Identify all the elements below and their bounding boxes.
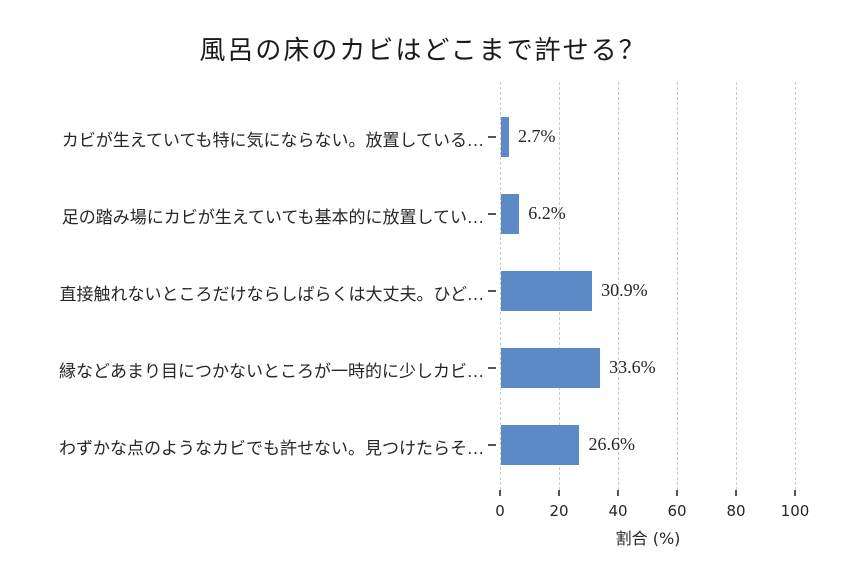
x-tick-label: 100 <box>780 502 810 520</box>
gridline <box>677 82 678 490</box>
x-tick-mark <box>676 490 678 496</box>
y-tick-mark <box>488 290 496 292</box>
value-label: 30.9% <box>601 280 648 300</box>
category-label: 縁などあまり目につかないところが一時的に少しカビ… <box>59 362 484 381</box>
chart-title: 風呂の床のカビはどこまで許せる？ <box>199 36 647 65</box>
y-tick-mark <box>488 367 496 369</box>
gridline <box>618 82 619 490</box>
y-tick-mark <box>488 444 496 446</box>
y-tick-mark <box>488 213 496 215</box>
x-tick-mark <box>735 490 737 496</box>
x-tick-mark <box>617 490 619 496</box>
x-tick-label: 80 <box>726 502 746 520</box>
bar <box>501 117 509 157</box>
value-label: 6.2% <box>528 203 566 223</box>
x-tick-label: 0 <box>495 502 505 520</box>
x-tick-label: 40 <box>608 502 628 520</box>
value-label: 26.6% <box>588 434 635 454</box>
bar <box>501 348 601 388</box>
x-tick-label: 20 <box>549 502 569 520</box>
category-label: わずかな点のようなカビでも許せない。見つけたらそ… <box>59 439 484 458</box>
bar <box>501 425 580 465</box>
y-tick-mark <box>488 136 496 138</box>
x-tick-mark <box>794 490 796 496</box>
category-label: 直接触れないところだけならしばらくは大丈夫。ひど… <box>59 285 485 304</box>
gridline <box>795 82 796 490</box>
bar <box>501 271 593 311</box>
x-tick-mark <box>558 490 560 496</box>
gridline <box>500 82 501 490</box>
category-label: カビが生えていても特に気にならない。放置している… <box>61 131 484 150</box>
x-axis-label: 割合 (%) <box>615 529 681 548</box>
bar <box>501 194 520 234</box>
category-label: 足の踏み場にカビが生えていても基本的に放置してい… <box>61 208 484 227</box>
value-label: 2.7% <box>517 126 556 146</box>
x-tick-mark <box>499 490 501 496</box>
x-tick-label: 60 <box>667 502 687 520</box>
value-label: 33.6% <box>609 357 656 377</box>
gridline <box>736 82 737 490</box>
